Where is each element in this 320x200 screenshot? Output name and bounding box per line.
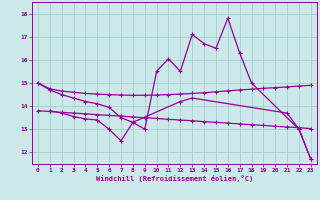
X-axis label: Windchill (Refroidissement éolien,°C): Windchill (Refroidissement éolien,°C) [96,175,253,182]
